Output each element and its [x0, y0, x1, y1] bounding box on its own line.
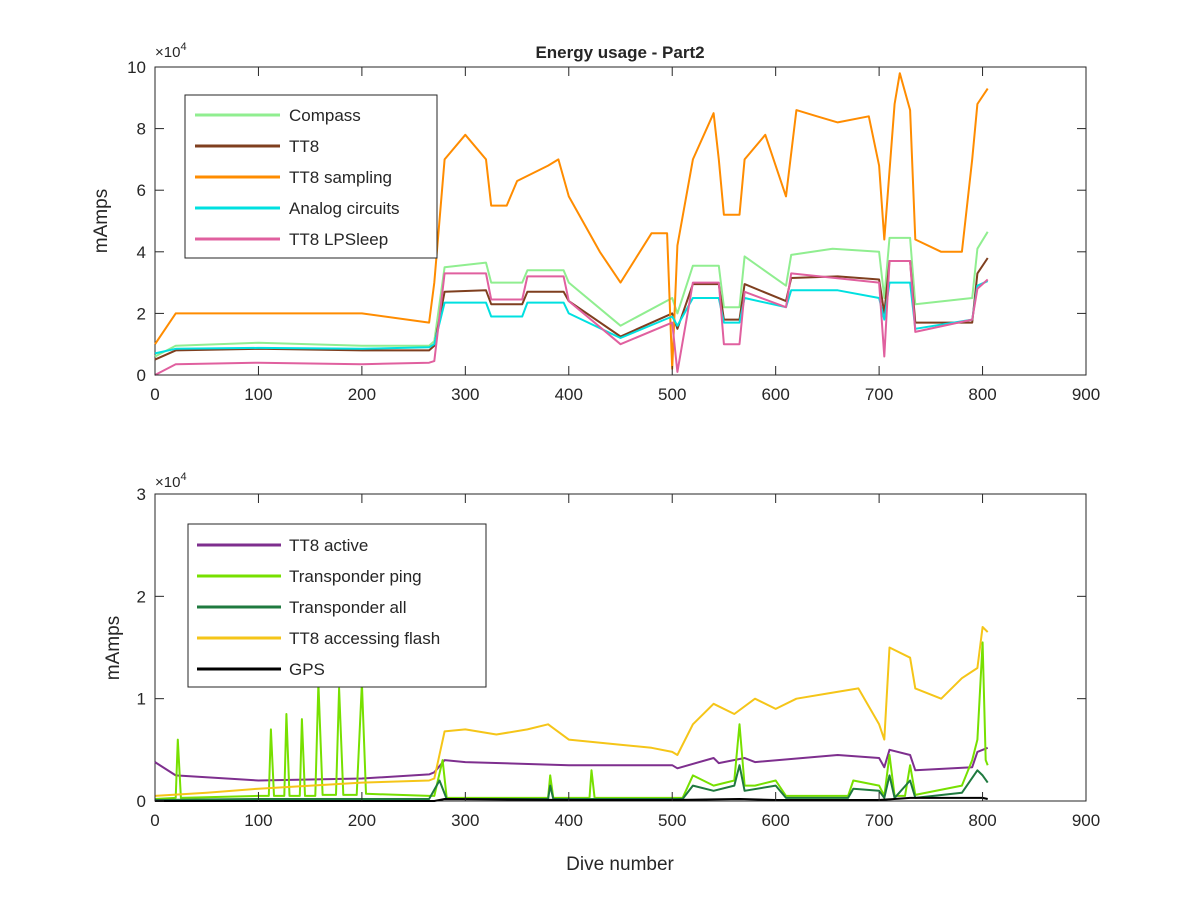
x-tick-label: 400 — [555, 811, 583, 830]
bottom-legend: TT8 active Transponder ping Transponder al… — [187, 523, 487, 688]
legend-label: Transponder ping — [289, 567, 422, 586]
legend-label: Analog circuits — [289, 199, 400, 218]
x-tick-label: 800 — [968, 811, 996, 830]
bottom-chart-panel: 0 100 200 300 400 500 600 700 800 900 0 1 2 3 ×104 m… — [103, 471, 1100, 875]
x-tick-label: 300 — [451, 811, 479, 830]
legend-label: TT8 accessing flash — [289, 629, 440, 648]
x-tick-label: 800 — [968, 385, 996, 404]
y-tick-label: 1 — [137, 690, 146, 709]
y-tick-label: 2 — [137, 304, 146, 323]
bottom-x-axis-label: Dive number — [566, 854, 674, 875]
x-tick-label: 700 — [865, 385, 893, 404]
x-tick-label: 0 — [150, 385, 159, 404]
y-tick-label: 10 — [127, 58, 146, 77]
legend-label: TT8 sampling — [289, 168, 392, 187]
series-line-tt8-sampling — [154, 72, 989, 370]
bottom-y-axis-label: mAmps — [103, 616, 124, 680]
bottom-y-exponent: ×104 — [155, 471, 187, 491]
x-tick-label: 200 — [348, 385, 376, 404]
series-line-compass — [154, 231, 989, 358]
series-line-tt8-lpsleep — [154, 260, 989, 376]
y-tick-label: 6 — [137, 181, 146, 200]
top-chart-title: Energy usage - Part2 — [535, 43, 704, 62]
bottom-y-ticks: 0 1 2 3 — [137, 485, 1086, 811]
legend-label: Compass — [289, 106, 361, 125]
x-tick-label: 0 — [150, 811, 159, 830]
y-tick-label: 0 — [137, 792, 146, 811]
top-series-group — [154, 72, 989, 376]
top-y-ticks: 0 2 4 6 8 10 — [127, 58, 1086, 385]
series-line-tt8-accessing-flash — [154, 626, 989, 797]
top-y-axis-label: mAmps — [91, 189, 112, 253]
top-y-exponent: ×104 — [155, 41, 187, 61]
legend-label: TT8 LPSleep — [289, 230, 388, 249]
x-tick-label: 900 — [1072, 811, 1100, 830]
y-tick-label: 4 — [137, 243, 146, 262]
x-tick-label: 100 — [244, 811, 272, 830]
bottom-x-ticks: 0 100 200 300 400 500 600 700 800 900 — [150, 494, 1100, 830]
x-tick-label: 500 — [658, 811, 686, 830]
y-tick-label: 2 — [137, 587, 146, 606]
x-tick-label: 100 — [244, 385, 272, 404]
x-tick-label: 400 — [555, 385, 583, 404]
top-legend: Compass TT8 TT8 sampling Analog circuits TT8… — [184, 94, 438, 259]
y-tick-label: 8 — [137, 120, 146, 139]
y-tick-label: 3 — [137, 485, 146, 504]
top-x-ticks: 0 100 200 300 400 500 600 700 800 900 — [150, 67, 1100, 404]
y-tick-label: 0 — [137, 366, 146, 385]
x-tick-label: 700 — [865, 811, 893, 830]
x-tick-label: 500 — [658, 385, 686, 404]
legend-label: TT8 active — [289, 536, 368, 555]
x-tick-label: 900 — [1072, 385, 1100, 404]
series-line-tt8-active — [154, 746, 989, 782]
x-tick-label: 300 — [451, 385, 479, 404]
legend-label: TT8 — [289, 137, 319, 156]
series-line-transponder-ping — [154, 641, 989, 800]
legend-label: Transponder all — [289, 598, 407, 617]
x-tick-label: 600 — [761, 385, 789, 404]
x-tick-label: 200 — [348, 811, 376, 830]
x-tick-label: 600 — [761, 811, 789, 830]
top-chart-panel: Energy usage - Part2 0 100 200 300 400 500 600… — [91, 41, 1100, 404]
legend-label: GPS — [289, 660, 325, 679]
